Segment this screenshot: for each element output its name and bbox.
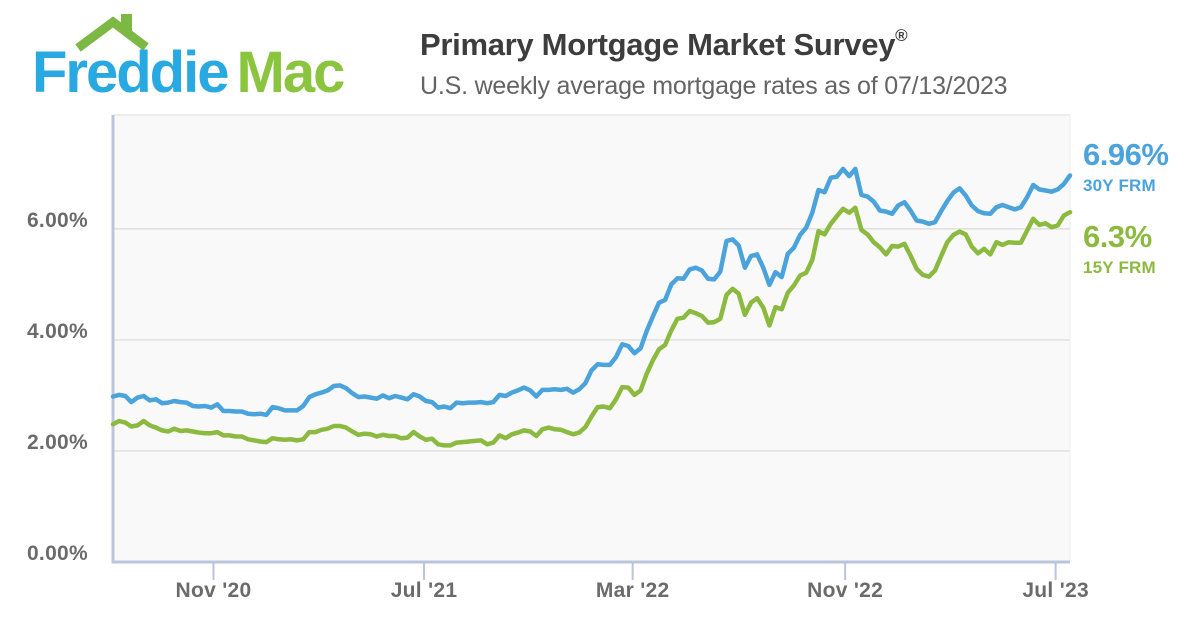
freddie-mac-logo: Freddie Mac: [32, 6, 412, 106]
registered-trademark-symbol: ®: [895, 26, 908, 45]
x-axis-tick-label: Nov '20: [175, 579, 252, 602]
logo-word-freddie: Freddie: [32, 40, 229, 105]
series-label-15y: 15Y FRM: [1083, 258, 1156, 277]
current-rate-30y: 6.96%: [1083, 137, 1169, 172]
page-title-text: Primary Mortgage Market Survey: [420, 27, 896, 62]
x-axis-tick-label: Nov '22: [807, 579, 884, 602]
y-axis-tick-label: 4.00%: [26, 319, 88, 343]
x-axis-tick-label: Jul '21: [390, 579, 458, 602]
series-line-30y-frm: [110, 166, 1073, 418]
logo-text: Freddie Mac: [32, 44, 345, 102]
logo-word-mac: Mac: [236, 40, 346, 105]
series-annotation-15y: 6.3% 15Y FRM: [1083, 221, 1156, 276]
roof-icon: [75, 14, 149, 52]
x-axis-tick-label: Jul '23: [1022, 579, 1089, 602]
series-label-30y: 30Y FRM: [1083, 176, 1156, 195]
y-axis-tick-label: 6.00%: [26, 208, 88, 232]
series-line-15y-frm: [110, 205, 1073, 448]
y-axis-tick-label: 2.00%: [26, 430, 88, 454]
page-title: Primary Mortgage Market Survey®: [420, 26, 1007, 63]
page-subtitle: U.S. weekly average mortgage rates as of…: [420, 71, 1008, 100]
current-rate-15y: 6.3%: [1083, 219, 1152, 254]
plot-background: [113, 115, 1070, 562]
x-axis-tick-label: Mar '22: [595, 579, 670, 602]
series-annotation-30y: 6.96% 30Y FRM: [1083, 137, 1169, 195]
title-block: Primary Mortgage Market Survey® U.S. wee…: [420, 26, 1008, 101]
y-axis-tick-label: 0.00%: [26, 542, 88, 565]
